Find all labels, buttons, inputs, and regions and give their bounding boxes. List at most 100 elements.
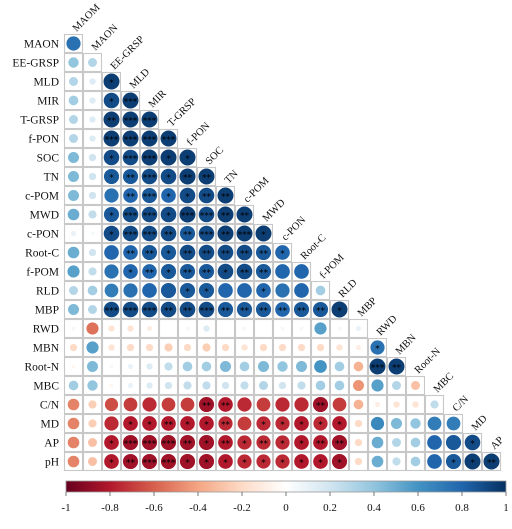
correlation-circle — [89, 78, 96, 85]
correlation-circle — [141, 149, 158, 166]
correlation-circle — [69, 286, 78, 295]
correlation-circle — [483, 453, 500, 470]
significance-mark: ** — [183, 250, 193, 260]
correlation-circle — [179, 301, 196, 318]
correlation-circle — [69, 134, 78, 143]
correlation-circle — [89, 135, 96, 142]
correlation-circle — [160, 263, 177, 280]
correlation-circle — [87, 380, 98, 391]
diagonal-label: Root-N — [413, 346, 443, 376]
correlation-circle — [89, 116, 96, 123]
correlation-circle — [371, 455, 384, 468]
significance-mark: * — [166, 155, 171, 165]
significance-mark: *** — [200, 212, 214, 222]
correlation-circle — [259, 381, 268, 390]
correlation-circle — [412, 401, 419, 408]
significance-mark: ** — [316, 307, 326, 317]
correlation-circle — [294, 397, 309, 412]
correlation-circle — [355, 325, 362, 332]
correlation-circle — [275, 397, 290, 412]
significance-mark: ** — [240, 269, 250, 279]
correlation-circle — [68, 57, 79, 68]
significance-mark: ** — [335, 440, 345, 450]
correlation-circle — [88, 153, 97, 162]
correlation-circle — [410, 418, 421, 429]
correlation-circle — [256, 283, 271, 298]
correlation-circle — [370, 416, 385, 431]
correlation-circle — [123, 283, 138, 298]
significance-mark: ** — [392, 364, 402, 374]
correlation-circle — [445, 434, 462, 451]
correlation-circle — [427, 416, 442, 431]
significance-mark: *** — [124, 307, 138, 317]
significance-mark: ** — [164, 307, 174, 317]
significance-mark: ** — [126, 193, 136, 203]
correlation-circle — [297, 343, 306, 352]
correlation-circle — [198, 206, 215, 223]
correlation-circle — [68, 152, 79, 163]
correlation-circle — [67, 436, 80, 449]
correlation-circle — [198, 225, 215, 242]
significance-mark: *** — [124, 117, 138, 127]
correlation-circle — [179, 282, 196, 299]
correlation-circle — [430, 400, 439, 409]
row-label: Root-C — [25, 248, 59, 260]
correlation-circle — [370, 340, 385, 355]
correlation-circle — [353, 399, 364, 410]
diagonal-label: RLD — [337, 277, 360, 300]
correlation-circle — [236, 206, 253, 223]
correlation-circle — [104, 397, 119, 412]
diagonal-label: c-PON — [280, 214, 309, 243]
correlation-circle — [88, 267, 97, 276]
correlation-circle — [104, 188, 119, 203]
correlation-circle — [256, 435, 271, 450]
correlation-circle — [127, 382, 134, 389]
correlation-circle — [392, 438, 401, 447]
correlation-circle — [278, 343, 287, 352]
colorbar-tick-label: 1 — [503, 502, 509, 514]
correlation-circle — [280, 326, 285, 331]
correlation-circle — [142, 416, 157, 431]
correlation-circle — [179, 149, 196, 166]
correlation-circle — [275, 264, 290, 279]
correlation-circle — [313, 416, 328, 431]
correlation-circle — [259, 343, 268, 352]
correlation-circle — [217, 225, 234, 242]
correlation-circle — [410, 456, 421, 467]
significance-mark: * — [280, 250, 285, 260]
correlation-circle — [316, 343, 325, 352]
correlation-circle — [217, 244, 234, 261]
significance-mark: * — [375, 345, 380, 355]
correlation-circle — [67, 208, 80, 221]
correlation-circle — [109, 364, 114, 369]
correlation-circle — [164, 343, 173, 352]
significance-mark: ** — [221, 421, 231, 431]
correlation-circle — [88, 419, 97, 428]
correlation-circle — [161, 397, 176, 412]
correlation-circle — [104, 416, 119, 431]
correlation-circle — [237, 283, 252, 298]
correlation-circle — [198, 263, 215, 280]
correlation-circle — [237, 416, 252, 431]
correlation-circle — [202, 343, 211, 352]
correlation-circle — [86, 341, 99, 354]
correlation-circle — [103, 111, 120, 128]
diagonal-label: EE-GRSP — [109, 34, 147, 72]
significance-mark: * — [280, 421, 285, 431]
significance-mark: ** — [259, 307, 269, 317]
significance-mark: ** — [202, 174, 212, 184]
correlation-circle — [355, 344, 362, 351]
diagonal-label: TN — [223, 168, 241, 186]
correlation-circle — [161, 188, 176, 203]
significance-mark: ** — [221, 440, 231, 450]
correlation-circle — [278, 381, 287, 390]
significance-mark: * — [261, 288, 266, 298]
correlation-circle — [67, 265, 80, 278]
correlation-circle — [70, 230, 77, 237]
correlation-circle — [67, 246, 80, 259]
significance-mark: * — [109, 98, 114, 108]
correlation-circle — [256, 397, 271, 412]
correlation-circle — [141, 453, 158, 470]
correlation-circle — [127, 363, 134, 370]
